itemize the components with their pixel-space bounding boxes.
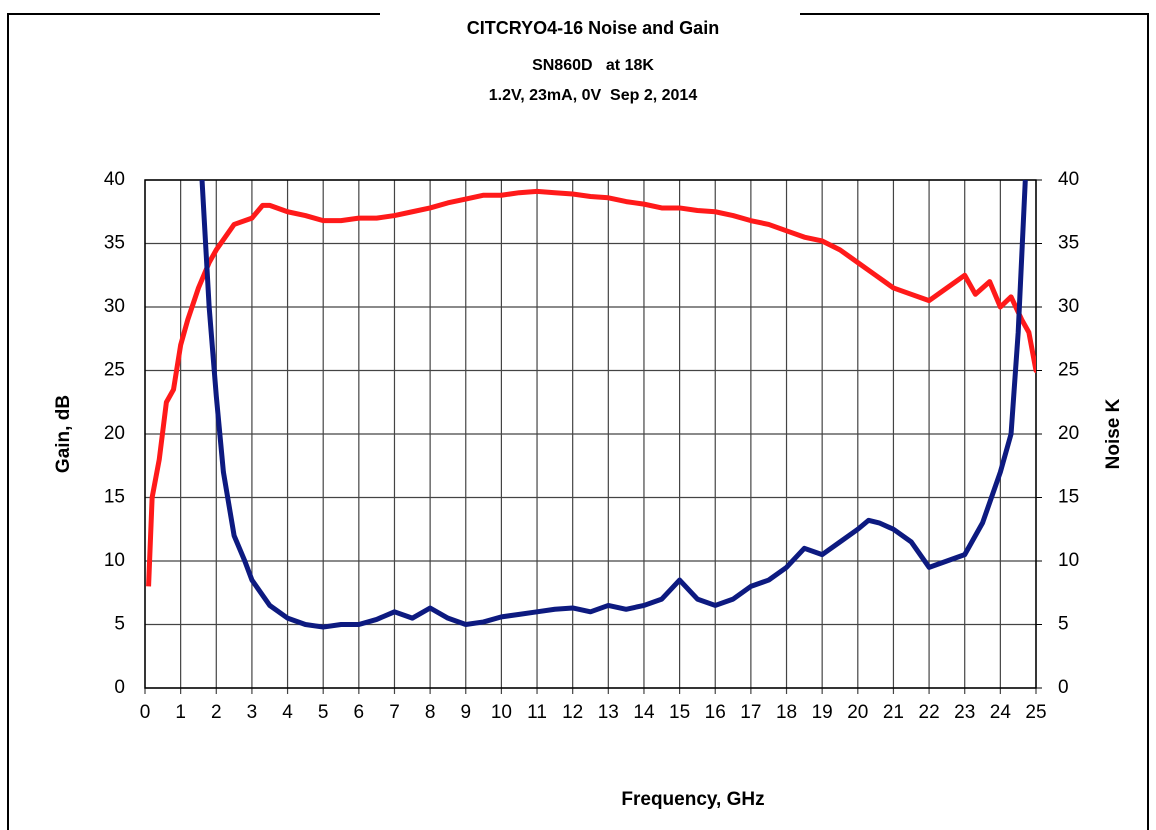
y2-tick-label: 35: [1058, 233, 1079, 254]
x-tick-label: 4: [282, 702, 293, 723]
subtitle: 1.2V, 23mA, 0V Sep 2, 2014: [489, 87, 698, 104]
x-tick-label: 13: [598, 702, 619, 723]
y2-tick-label: 40: [1058, 169, 1079, 190]
y-tick-label: 30: [104, 296, 125, 317]
y-tick-label: 15: [104, 487, 125, 508]
x-tick-label: 10: [491, 702, 512, 723]
x-tick-label: 17: [740, 702, 761, 723]
plot-border: [144, 179, 1037, 689]
x-tick-label: 6: [354, 702, 365, 723]
y-tick-label: 25: [104, 360, 125, 381]
y-tick-label: 10: [104, 550, 125, 571]
y2-axis-label: Noise K: [1103, 398, 1124, 469]
subtitle: SN860D at 18K: [532, 57, 654, 74]
x-tick-label: 12: [562, 702, 583, 723]
y2-tick-label: 20: [1058, 423, 1079, 444]
y2-tick-label: 5: [1058, 614, 1069, 635]
x-tick-label: 1: [175, 702, 186, 723]
chart-title: CITCRYO4-16 Noise and Gain: [467, 18, 719, 38]
x-tick-label: 24: [990, 702, 1012, 723]
frame: [7, 13, 1149, 830]
x-tick-label: 18: [776, 702, 797, 723]
y-axis-label: Gain, dB: [53, 395, 74, 473]
x-tick-label: 22: [919, 702, 940, 723]
x-tick-label: 8: [425, 702, 436, 723]
x-tick-label: 2: [211, 702, 222, 723]
y-tick-label: 20: [104, 423, 125, 444]
y-tick-label: 35: [104, 233, 125, 254]
y2-tick-label: 25: [1058, 360, 1079, 381]
series-line: [199, 179, 1028, 630]
x-tick-label: 5: [318, 702, 329, 723]
x-tick-label: 11: [527, 702, 547, 723]
x-tick-label: 9: [460, 702, 471, 723]
x-axis-label: Frequency, GHz: [621, 789, 764, 810]
y2-tick-label: 30: [1058, 296, 1079, 317]
x-tick-label: 19: [812, 702, 833, 723]
x-tick-label: 25: [1025, 702, 1046, 723]
y-tick-label: 40: [104, 169, 125, 190]
x-tick-label: 20: [847, 702, 868, 723]
y-tick-label: 0: [114, 677, 125, 698]
y2-tick-label: 10: [1058, 550, 1079, 571]
x-tick-label: 7: [389, 702, 400, 723]
series-line: [146, 188, 1036, 587]
x-tick-label: 23: [954, 702, 975, 723]
x-tick-label: 3: [247, 702, 258, 723]
y2-tick-label: 15: [1058, 487, 1079, 508]
y-tick-label: 5: [114, 614, 125, 635]
x-tick-label: 15: [669, 702, 690, 723]
y2-tick-label: 0: [1058, 677, 1069, 698]
x-tick-label: 16: [705, 702, 726, 723]
x-tick-label: 0: [140, 702, 151, 723]
x-tick-label: 21: [883, 702, 904, 723]
x-tick-label: 14: [633, 702, 655, 723]
